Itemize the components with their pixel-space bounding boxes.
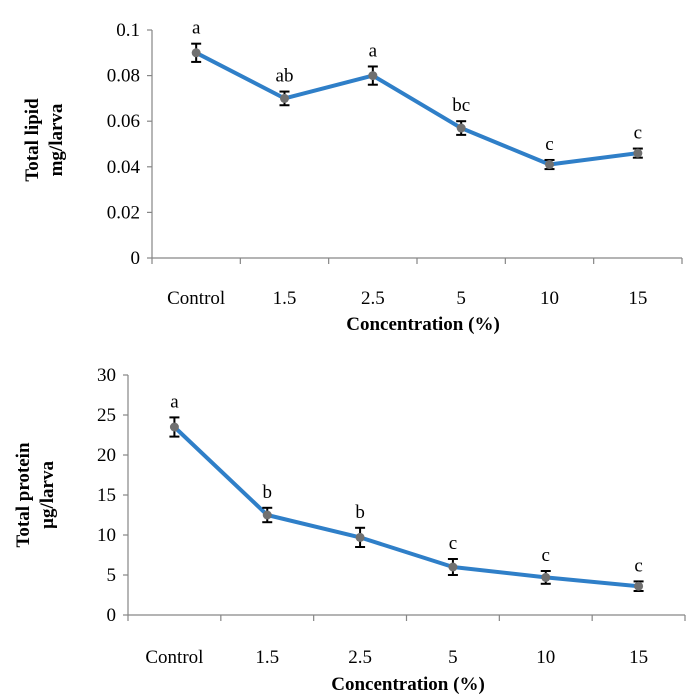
- protein-chart: Total protein µg/larva Concentration (%)…: [13, 365, 686, 695]
- protein-significance-letter: b: [263, 482, 273, 503]
- lipid-y-tick-label: 0.1: [116, 20, 140, 41]
- lipid-y-axis-title-line-2: mg/larva: [46, 103, 67, 176]
- lipid-x-tick-label: 1.5: [273, 288, 297, 309]
- lipid-significance-letter: a: [369, 40, 378, 61]
- protein-x-axis-title: Concentration (%): [331, 674, 485, 695]
- protein-data-point: [169, 422, 179, 432]
- lipid-data-point: [545, 160, 554, 170]
- lipid-significance-letter: c: [545, 134, 553, 155]
- protein-x-tick-label: 5: [448, 647, 458, 668]
- protein-x-tick-label: 10: [536, 647, 555, 668]
- lipid-significance-letter: c: [634, 123, 642, 144]
- lipid-y-tick-label: 0.02: [107, 202, 140, 223]
- protein-y-tick-label: 15: [97, 485, 116, 506]
- protein-y-axis-title-line-1: Total protein: [13, 442, 34, 547]
- protein-data-point: [634, 581, 644, 591]
- lipid-x-tick-label: 15: [628, 288, 647, 309]
- lipid-data-point: [280, 93, 289, 103]
- lipid-y-axis-title: Total lipid mg/larva: [22, 98, 67, 182]
- protein-series-line: [172, 425, 641, 589]
- protein-y-tick-label: 25: [97, 405, 116, 426]
- lipid-significance-letter: a: [192, 18, 201, 39]
- protein-data-point: [355, 532, 365, 542]
- protein-y-tick-label: 10: [97, 525, 116, 546]
- protein-y-tick-label: 5: [107, 565, 117, 586]
- lipid-data-point: [368, 71, 378, 81]
- lipid-x-tick-label: 10: [540, 288, 559, 309]
- protein-y-axis-title: Total protein µg/larva: [13, 442, 58, 547]
- lipid-significance-letter: ab: [276, 66, 294, 87]
- protein-data-point: [448, 562, 458, 572]
- protein-data-point: [541, 572, 551, 582]
- lipid-y-tick-label: 0: [131, 248, 141, 269]
- lipid-x-axis-title: Concentration (%): [346, 314, 500, 335]
- lipid-data-point: [456, 123, 466, 133]
- lipid-x-tick-label: 2.5: [361, 288, 385, 309]
- lipid-y-tick-label: 0.06: [107, 111, 140, 132]
- lipid-y-tick-label: 0.08: [107, 66, 140, 87]
- lipid-x-tick-label: Control: [167, 288, 225, 309]
- protein-significance-letter: c: [634, 555, 642, 576]
- protein-y-tick-label: 30: [97, 365, 116, 386]
- protein-y-tick-label: 0: [107, 605, 117, 626]
- lipid-y-axis-title-line-1: Total lipid: [22, 98, 43, 182]
- lipid-x-tick-label: 5: [456, 288, 466, 309]
- protein-data-point: [262, 510, 272, 520]
- lipid-significance-letter: bc: [452, 95, 470, 116]
- protein-significance-letter: b: [355, 502, 365, 523]
- protein-significance-letter: a: [170, 391, 179, 412]
- lipid-chart: Total lipid mg/larva Concentration (%) 0…: [22, 18, 683, 335]
- protein-x-tick-label: 2.5: [348, 647, 372, 668]
- protein-x-tick-label: 15: [629, 647, 648, 668]
- protein-significance-letter: c: [449, 533, 457, 554]
- protein-significance-letter: c: [542, 545, 550, 566]
- protein-x-tick-label: 1.5: [255, 647, 279, 668]
- protein-y-tick-label: 20: [97, 445, 116, 466]
- lipid-data-point: [191, 48, 201, 58]
- protein-x-tick-label: Control: [145, 647, 203, 668]
- lipid-data-point: [633, 148, 643, 158]
- lipid-series-line: [194, 50, 640, 167]
- protein-y-axis-title-line-2: µg/larva: [37, 461, 58, 529]
- lipid-y-tick-label: 0.04: [107, 157, 141, 178]
